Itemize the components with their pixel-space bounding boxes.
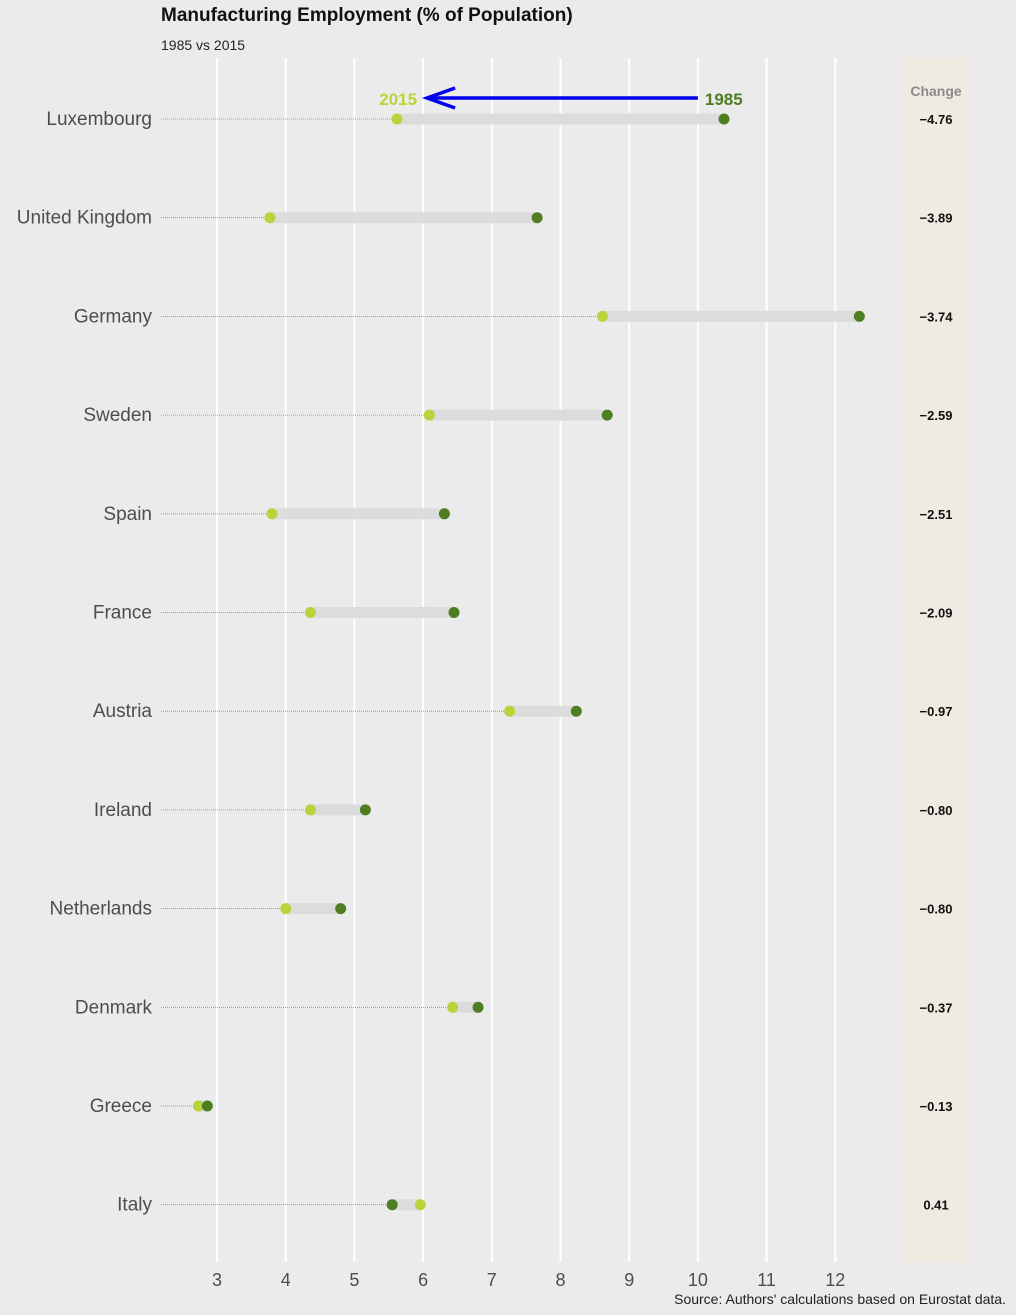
point-1985 bbox=[335, 903, 347, 915]
country-label: Spain bbox=[103, 504, 152, 525]
country-label: France bbox=[93, 603, 152, 624]
point-2015 bbox=[264, 212, 276, 224]
change-value: −2.09 bbox=[920, 606, 953, 621]
change-value: −0.80 bbox=[920, 803, 953, 818]
point-1985 bbox=[472, 1001, 484, 1013]
country-label: Netherlands bbox=[50, 899, 152, 920]
change-value: −4.76 bbox=[920, 112, 953, 127]
country-label: Italy bbox=[117, 1195, 152, 1216]
point-1985 bbox=[201, 1100, 213, 1112]
change-value: −0.80 bbox=[920, 902, 953, 917]
country-label: Sweden bbox=[83, 405, 152, 426]
change-value: −3.74 bbox=[920, 309, 954, 324]
country-label: United Kingdom bbox=[17, 208, 152, 229]
source-note: Source: Authors' calculations based on E… bbox=[674, 1291, 1006, 1307]
chart-title: Manufacturing Employment (% of Populatio… bbox=[161, 5, 573, 26]
country-label: Luxembourg bbox=[46, 109, 152, 130]
change-value: −0.97 bbox=[920, 704, 953, 719]
country-label: Greece bbox=[90, 1096, 152, 1117]
point-1985 bbox=[570, 705, 582, 717]
point-2015 bbox=[192, 1100, 204, 1112]
country-label: Denmark bbox=[75, 997, 153, 1018]
x-tick-label: 11 bbox=[757, 1270, 776, 1290]
x-tick-label: 5 bbox=[349, 1270, 359, 1290]
point-1985 bbox=[531, 212, 543, 224]
change-value: −3.89 bbox=[920, 211, 953, 226]
change-value: −0.37 bbox=[920, 1000, 953, 1015]
x-tick-label: 10 bbox=[688, 1270, 708, 1290]
point-1985 bbox=[601, 409, 613, 421]
point-2015 bbox=[504, 705, 516, 717]
annotation-arrow-head bbox=[421, 86, 456, 110]
point-1985 bbox=[359, 804, 371, 816]
x-tick-label: 12 bbox=[825, 1270, 845, 1290]
x-tick-label: 3 bbox=[212, 1270, 222, 1290]
point-1985 bbox=[853, 310, 865, 322]
point-2015 bbox=[596, 310, 608, 322]
point-1985 bbox=[386, 1199, 398, 1211]
change-value: −0.13 bbox=[920, 1099, 953, 1114]
point-2015 bbox=[391, 113, 403, 125]
point-2015 bbox=[280, 903, 292, 915]
point-2015 bbox=[414, 1199, 426, 1211]
point-2015 bbox=[266, 508, 278, 520]
country-label: Ireland bbox=[94, 800, 152, 821]
x-tick-label: 7 bbox=[487, 1270, 497, 1290]
point-1985 bbox=[448, 607, 460, 618]
annotation-label-2015: 2015 bbox=[379, 90, 417, 109]
point-2015 bbox=[304, 804, 316, 816]
x-tick-label: 9 bbox=[624, 1270, 634, 1290]
point-2015 bbox=[304, 607, 316, 618]
country-label: Germany bbox=[74, 306, 153, 327]
change-value: 0.41 bbox=[923, 1198, 948, 1213]
change-value: −2.59 bbox=[920, 408, 953, 423]
x-tick-label: 4 bbox=[281, 1270, 291, 1290]
change-value: −2.51 bbox=[920, 507, 953, 522]
change-panel bbox=[902, 58, 970, 1262]
x-tick-label: 8 bbox=[555, 1270, 565, 1290]
annotation-label-1985: 1985 bbox=[705, 90, 743, 109]
point-2015 bbox=[423, 409, 435, 421]
country-label: Austria bbox=[93, 701, 153, 722]
x-tick-label: 6 bbox=[418, 1270, 428, 1290]
point-1985 bbox=[718, 113, 730, 125]
change-header: Change bbox=[910, 83, 962, 99]
point-2015 bbox=[447, 1001, 459, 1013]
point-1985 bbox=[438, 508, 450, 520]
chart-subtitle: 1985 vs 2015 bbox=[161, 37, 246, 53]
